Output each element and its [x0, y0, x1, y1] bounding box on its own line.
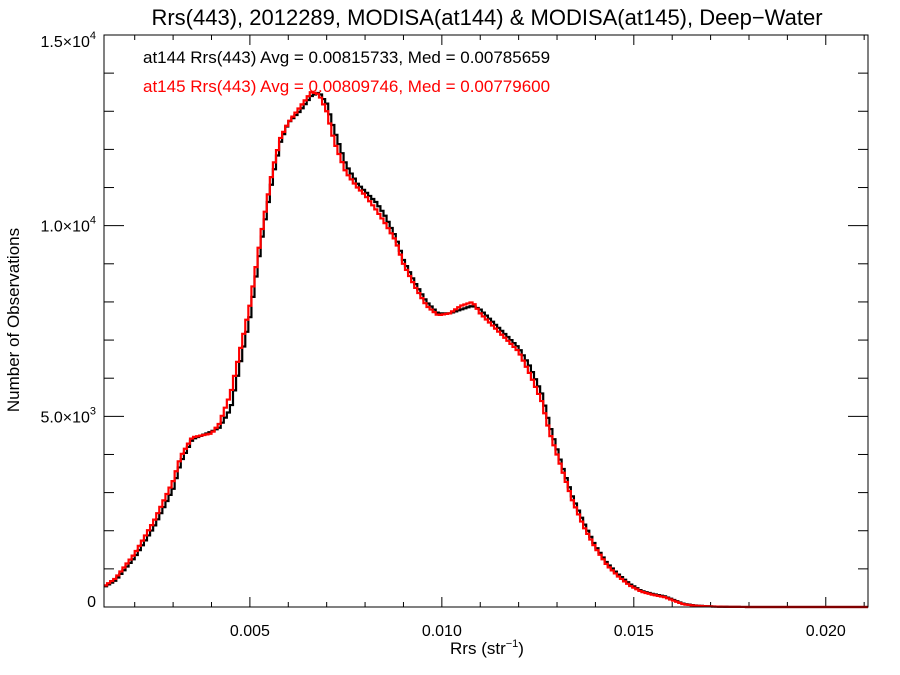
y-tick-label: 5.0×103	[40, 405, 96, 426]
x-tick-label: 0.015	[614, 623, 654, 640]
legend: at144 Rrs(443) Avg = 0.00815733, Med = 0…	[143, 48, 550, 96]
x-axis-title-main: Rrs (str	[450, 639, 506, 658]
y-tick-label: 0	[87, 594, 96, 611]
y-axis-title-group: Number of Observations	[4, 228, 23, 412]
y-tick-label-exponent: 4	[90, 215, 96, 227]
y-tick-label-mantissa: 5.0×10	[40, 409, 89, 426]
series-at145-line	[104, 91, 868, 609]
y-tick-label-mantissa: 0	[87, 594, 96, 611]
x-tick-label: 0.020	[806, 623, 846, 640]
y-tick-label: 1.5×104	[40, 30, 96, 51]
x-axis-title-superscript: −1	[506, 638, 519, 650]
x-axis-title-end: )	[518, 639, 524, 658]
y-tick-label-mantissa: 1.5×10	[40, 34, 89, 51]
y-tick-label: 1.0×104	[40, 215, 96, 236]
x-tick-label: 0.010	[422, 623, 462, 640]
axis-tick-labels: 0.005 0.010 0.015 0.02005.0×1031.0×1041.5×1…	[40, 30, 845, 640]
legend-entry-at145: at145 Rrs(443) Avg = 0.00809746, Med = 0…	[143, 77, 550, 96]
series-at144-line	[104, 91, 868, 609]
y-axis-title: Number of Observations	[4, 228, 23, 412]
chart-title: Rrs(443), 2012289, MODISA(at144) & MODIS…	[151, 5, 822, 30]
x-tick-label: 0.005	[230, 623, 270, 640]
axis-ticks	[104, 34, 868, 608]
x-axis-title: Rrs (str−1)	[450, 638, 524, 658]
y-tick-label-mantissa: 1.0×10	[40, 219, 89, 236]
y-tick-label-exponent: 4	[90, 30, 96, 42]
plot-frame	[103, 34, 869, 608]
data-series	[104, 91, 868, 609]
y-tick-label-exponent: 3	[90, 405, 96, 417]
legend-entry-at144: at144 Rrs(443) Avg = 0.00815733, Med = 0…	[143, 48, 550, 67]
